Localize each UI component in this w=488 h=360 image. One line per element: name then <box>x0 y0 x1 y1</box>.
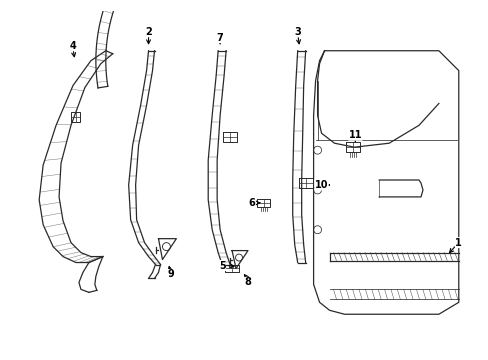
Text: 3: 3 <box>294 27 301 37</box>
Text: 2: 2 <box>145 27 152 37</box>
Text: 1: 1 <box>454 238 461 248</box>
Text: 5: 5 <box>218 261 225 270</box>
Text: 6: 6 <box>248 198 255 208</box>
Text: 8: 8 <box>244 278 251 287</box>
Text: 4: 4 <box>69 41 76 51</box>
Text: 7: 7 <box>216 33 223 43</box>
Text: 11: 11 <box>348 130 362 140</box>
Text: 10: 10 <box>314 180 327 190</box>
Bar <box>71 112 80 122</box>
Text: 9: 9 <box>167 270 173 279</box>
